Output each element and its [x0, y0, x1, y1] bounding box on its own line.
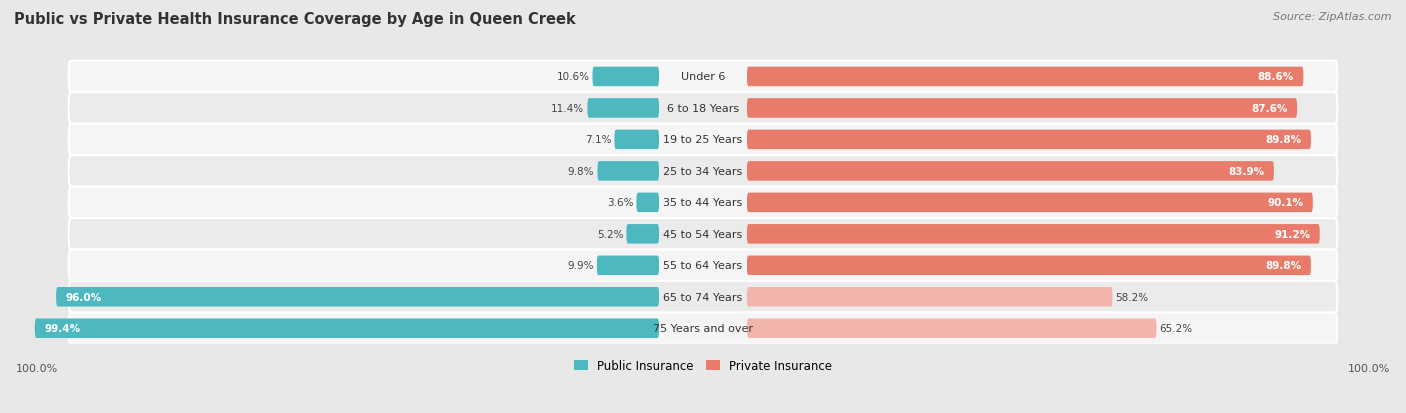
Text: 19 to 25 Years: 19 to 25 Years — [664, 135, 742, 145]
FancyBboxPatch shape — [592, 67, 659, 87]
Text: 9.9%: 9.9% — [567, 261, 593, 271]
Text: 6 to 18 Years: 6 to 18 Years — [666, 104, 740, 114]
Text: Under 6: Under 6 — [681, 72, 725, 82]
Text: 89.8%: 89.8% — [1265, 261, 1302, 271]
FancyBboxPatch shape — [598, 162, 659, 181]
Text: 25 to 34 Years: 25 to 34 Years — [664, 166, 742, 176]
Text: 87.6%: 87.6% — [1251, 104, 1288, 114]
FancyBboxPatch shape — [747, 193, 1313, 213]
FancyBboxPatch shape — [627, 225, 659, 244]
FancyBboxPatch shape — [588, 99, 659, 119]
Text: 7.1%: 7.1% — [585, 135, 612, 145]
FancyBboxPatch shape — [747, 99, 1298, 119]
FancyBboxPatch shape — [614, 131, 659, 150]
Text: 65.2%: 65.2% — [1160, 323, 1192, 333]
Text: 75 Years and over: 75 Years and over — [652, 323, 754, 333]
Text: 11.4%: 11.4% — [551, 104, 585, 114]
FancyBboxPatch shape — [69, 156, 1337, 187]
FancyBboxPatch shape — [637, 193, 659, 213]
FancyBboxPatch shape — [69, 124, 1337, 156]
FancyBboxPatch shape — [747, 131, 1310, 150]
Text: Public vs Private Health Insurance Coverage by Age in Queen Creek: Public vs Private Health Insurance Cover… — [14, 12, 576, 27]
Text: 35 to 44 Years: 35 to 44 Years — [664, 198, 742, 208]
FancyBboxPatch shape — [747, 319, 1156, 338]
FancyBboxPatch shape — [747, 67, 1303, 87]
Text: 99.4%: 99.4% — [44, 323, 80, 333]
FancyBboxPatch shape — [69, 62, 1337, 93]
Text: Source: ZipAtlas.com: Source: ZipAtlas.com — [1274, 12, 1392, 22]
Text: 45 to 54 Years: 45 to 54 Years — [664, 229, 742, 239]
Text: 65 to 74 Years: 65 to 74 Years — [664, 292, 742, 302]
Legend: Public Insurance, Private Insurance: Public Insurance, Private Insurance — [574, 359, 832, 372]
Text: 91.2%: 91.2% — [1274, 229, 1310, 239]
FancyBboxPatch shape — [35, 319, 659, 338]
FancyBboxPatch shape — [69, 250, 1337, 281]
Text: 58.2%: 58.2% — [1115, 292, 1149, 302]
Text: 3.6%: 3.6% — [607, 198, 633, 208]
FancyBboxPatch shape — [69, 187, 1337, 218]
FancyBboxPatch shape — [747, 162, 1274, 181]
FancyBboxPatch shape — [747, 287, 1112, 307]
FancyBboxPatch shape — [56, 287, 659, 307]
FancyBboxPatch shape — [69, 281, 1337, 313]
Text: 55 to 64 Years: 55 to 64 Years — [664, 261, 742, 271]
Text: 88.6%: 88.6% — [1258, 72, 1294, 82]
Text: 5.2%: 5.2% — [596, 229, 623, 239]
FancyBboxPatch shape — [69, 218, 1337, 250]
Text: 83.9%: 83.9% — [1229, 166, 1264, 176]
FancyBboxPatch shape — [69, 93, 1337, 124]
FancyBboxPatch shape — [747, 256, 1310, 275]
Text: 10.6%: 10.6% — [557, 72, 589, 82]
Text: 9.8%: 9.8% — [568, 166, 595, 176]
FancyBboxPatch shape — [747, 225, 1320, 244]
Text: 96.0%: 96.0% — [66, 292, 101, 302]
FancyBboxPatch shape — [598, 256, 659, 275]
Text: 89.8%: 89.8% — [1265, 135, 1302, 145]
FancyBboxPatch shape — [69, 313, 1337, 344]
Text: 90.1%: 90.1% — [1267, 198, 1303, 208]
